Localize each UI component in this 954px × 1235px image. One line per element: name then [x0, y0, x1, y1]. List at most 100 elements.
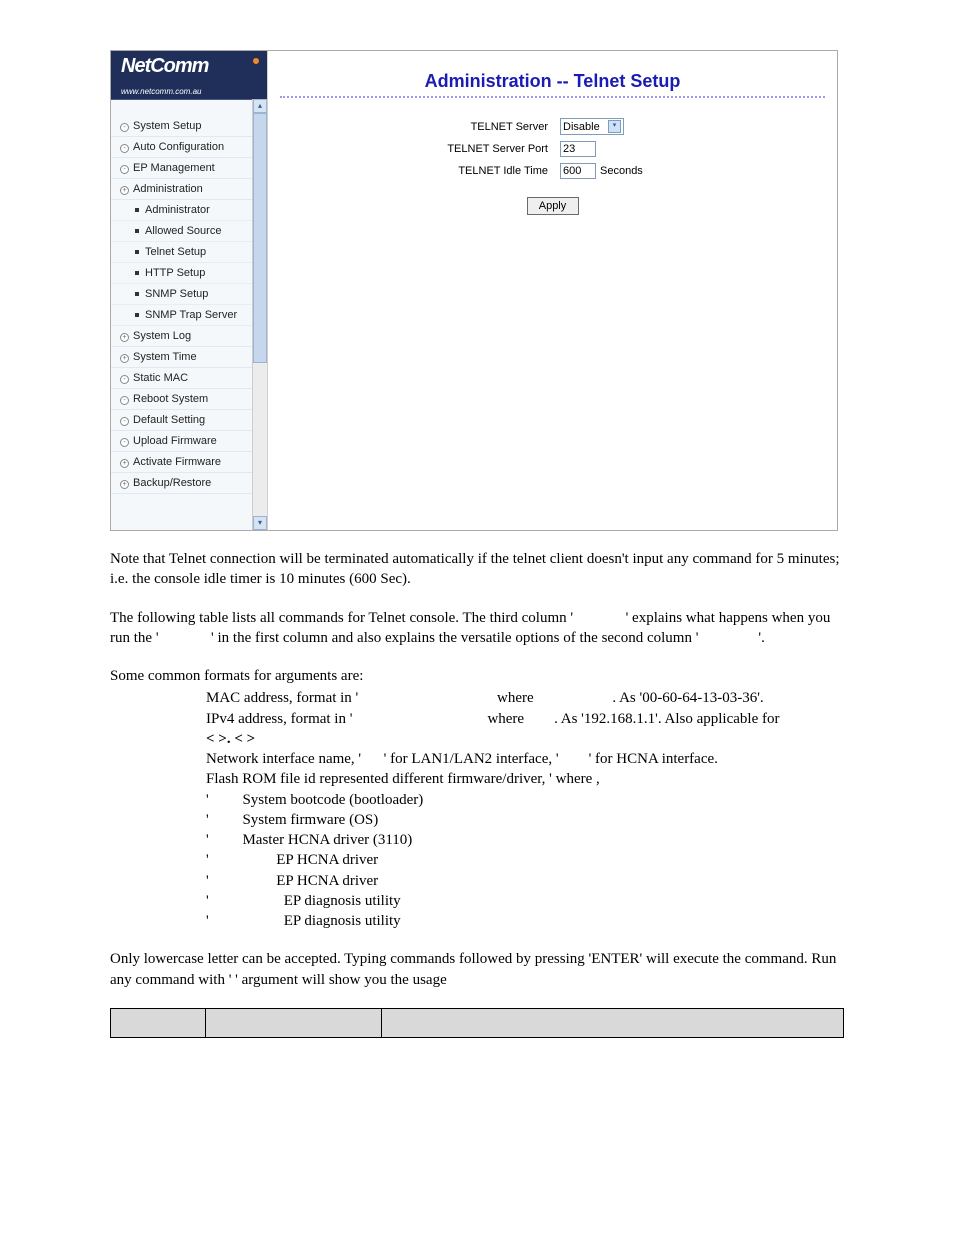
scroll-thumb[interactable]: [253, 113, 267, 363]
apply-button[interactable]: Apply: [527, 197, 579, 215]
nav-label: Allowed Source: [145, 225, 221, 237]
arg-text: Network interface name, ': [206, 751, 361, 767]
p2c: ' in the first column and also explains …: [211, 630, 698, 646]
arg-text: MAC address, format in ': [206, 690, 358, 706]
nav-system-time[interactable]: +System Time: [111, 347, 267, 368]
sidebar: NetComm www.netcomm.com.au -System Setup…: [111, 51, 268, 530]
collapse-icon: -: [120, 417, 129, 426]
fid-6: ' EP diagnosis utility: [206, 911, 844, 931]
nav-label: System Log: [133, 330, 191, 342]
sidebar-scrollbar[interactable]: ▴ ▾: [252, 99, 267, 530]
arg-text: ' for HCNA interface.: [589, 751, 718, 767]
collapse-icon: -: [120, 144, 129, 153]
brand-name: NetComm: [121, 55, 208, 78]
arg-text: . As '192.168.1.1'. Also applicable for: [554, 711, 779, 727]
doc-p3: Some common formats for arguments are:: [110, 666, 844, 686]
expand-icon: +: [120, 333, 129, 342]
nav-label: Static MAC: [133, 372, 188, 384]
argument-list: MAC address, format in ' where . As '00-…: [110, 688, 844, 931]
arg-text: Master HCNA driver (3110): [242, 832, 412, 848]
arg-text: where: [497, 690, 534, 706]
nav-http-setup[interactable]: HTTP Setup: [111, 263, 267, 284]
nav-upload-fw[interactable]: -Upload Firmware: [111, 431, 267, 452]
fid-5: ' EP diagnosis utility: [206, 891, 844, 911]
expand-icon: +: [120, 354, 129, 363]
fid-2: ' Master HCNA driver (3110): [206, 830, 844, 850]
nav-static-mac[interactable]: -Static MAC: [111, 368, 267, 389]
select-value: Disable: [563, 121, 600, 133]
nav-snmp-trap[interactable]: SNMP Trap Server: [111, 305, 267, 326]
arg-text: EP diagnosis utility: [284, 893, 401, 909]
title-divider: [280, 96, 825, 98]
idle-unit: Seconds: [600, 165, 643, 177]
table-cell: [206, 1008, 382, 1037]
nav-administration[interactable]: +Administration: [111, 179, 267, 200]
telnet-server-label: TELNET Server: [268, 121, 560, 133]
collapse-icon: -: [120, 123, 129, 132]
brand-url: www.netcomm.com.au: [121, 87, 201, 96]
arg-text: where: [487, 711, 524, 727]
nav-auto-config[interactable]: -Auto Configuration: [111, 137, 267, 158]
fid-0: ' System bootcode (bootloader): [206, 790, 844, 810]
nav-tree: -System Setup -Auto Configuration -EP Ma…: [111, 100, 267, 494]
nav-label: Backup/Restore: [133, 477, 211, 489]
nav-administrator[interactable]: Administrator: [111, 200, 267, 221]
bullet-icon: [135, 250, 139, 254]
nav-ep-management[interactable]: -EP Management: [111, 158, 267, 179]
nav-label: Activate Firmware: [133, 456, 221, 468]
collapse-icon: -: [120, 396, 129, 405]
arg-text: EP diagnosis utility: [284, 913, 401, 929]
brand-logo: NetComm www.netcomm.com.au: [111, 51, 267, 100]
nav-system-log[interactable]: + System Log: [111, 326, 267, 347]
chevron-down-icon: ▾: [608, 120, 621, 133]
arg-text: IPv4 address, format in ': [206, 711, 352, 727]
arg-if: Network interface name, ' ' for LAN1/LAN…: [206, 749, 844, 769]
nav-label: Auto Configuration: [133, 141, 224, 153]
table-cell: [382, 1008, 844, 1037]
telnet-port-input[interactable]: 23: [560, 141, 596, 157]
bullet-icon: [135, 313, 139, 317]
nav-system-setup[interactable]: -System Setup: [111, 116, 267, 137]
scroll-up-icon[interactable]: ▴: [253, 99, 267, 113]
bullet-icon: [135, 271, 139, 275]
nav-backup-restore[interactable]: + Backup/Restore: [111, 473, 267, 494]
nav-default-setting[interactable]: -Default Setting: [111, 410, 267, 431]
nav-snmp-setup[interactable]: SNMP Setup: [111, 284, 267, 305]
nav-label: Reboot System: [133, 393, 208, 405]
nav-label: Upload Firmware: [133, 435, 217, 447]
bullet-icon: [135, 208, 139, 212]
nav-label: System Setup: [133, 120, 201, 132]
nav-label: HTTP Setup: [145, 267, 205, 279]
nav-label: SNMP Setup: [145, 288, 208, 300]
router-admin-screenshot: NetComm www.netcomm.com.au -System Setup…: [110, 50, 838, 531]
arg-text: ' for LAN1/LAN2 interface, ': [384, 751, 559, 767]
table-cell: [111, 1008, 206, 1037]
telnet-port-label: TELNET Server Port: [268, 143, 560, 155]
arg-text: EP HCNA driver: [276, 873, 378, 889]
fid-4: ' EP HCNA driver: [206, 871, 844, 891]
collapse-icon: -: [120, 375, 129, 384]
arg-brackets: < >. < >: [206, 729, 844, 749]
scroll-down-icon[interactable]: ▾: [253, 516, 267, 530]
telnet-idle-input[interactable]: 600: [560, 163, 596, 179]
nav-label: Administrator: [145, 204, 210, 216]
nav-label: Telnet Setup: [145, 246, 206, 258]
doc-body: Note that Telnet connection will be term…: [110, 549, 844, 1038]
nav-telnet-setup[interactable]: Telnet Setup: [111, 242, 267, 263]
arg-text: EP HCNA driver: [276, 852, 378, 868]
collapse-icon: -: [120, 165, 129, 174]
nav-reboot[interactable]: -Reboot System: [111, 389, 267, 410]
nav-label: EP Management: [133, 162, 215, 174]
telnet-form: TELNET Server Disable ▾ TELNET Server Po…: [268, 118, 837, 215]
nav-activate-fw[interactable]: +Activate Firmware: [111, 452, 267, 473]
nav-allowed-source[interactable]: Allowed Source: [111, 221, 267, 242]
arg-ip: IPv4 address, format in ' where . As '19…: [206, 709, 844, 729]
fid-1: ' System firmware (OS): [206, 810, 844, 830]
page-title: Administration -- Telnet Setup: [268, 51, 837, 92]
nav-label: Default Setting: [133, 414, 205, 426]
expand-icon: +: [120, 480, 129, 489]
telnet-server-select[interactable]: Disable ▾: [560, 118, 624, 135]
bullet-icon: [135, 292, 139, 296]
arg-text: System bootcode (bootloader): [242, 792, 423, 808]
doc-p2: The following table lists all commands f…: [110, 608, 844, 649]
